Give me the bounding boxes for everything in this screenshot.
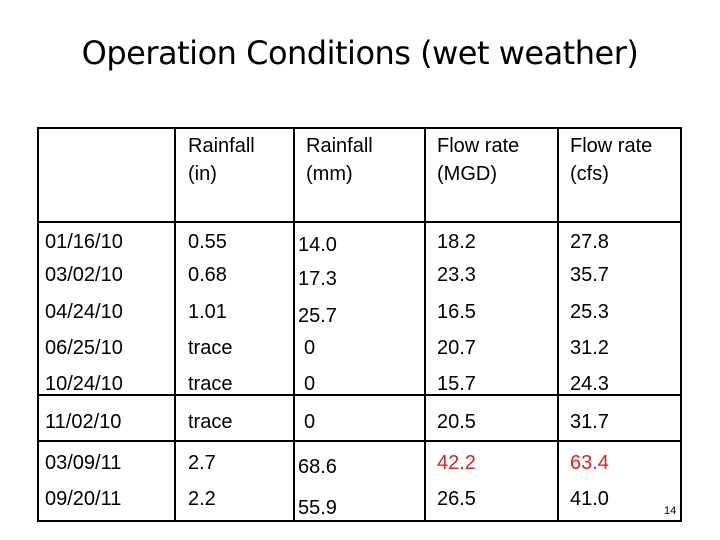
header-rainfall-in: Rainfall (in) xyxy=(188,135,255,185)
cell-flow-cfs: 41.0 xyxy=(570,488,609,510)
conditions-table: Rainfall (in) Rainfall (mm) Flow rate (M… xyxy=(37,127,682,522)
cell-rainfall-mm: 17.3 xyxy=(298,268,337,290)
cell-flow-cfs: 35.7 xyxy=(570,264,609,286)
cell-flow-mgd: 20.7 xyxy=(437,337,476,359)
cell-date: 10/24/10 xyxy=(45,373,123,395)
column-divider xyxy=(557,129,559,520)
cell-date: 11/02/10 xyxy=(45,411,122,433)
slide-title: Operation Conditions (wet weather) xyxy=(81,34,639,72)
cell-date: 06/25/10 xyxy=(45,337,123,359)
cell-flow-mgd: 18.2 xyxy=(437,231,476,253)
cell-flow-cfs-highlight: 63.4 xyxy=(570,452,609,474)
cell-rainfall-mm: 25.7 xyxy=(298,305,337,327)
page-number: 14 xyxy=(664,505,677,517)
cell-rainfall-mm: 0 xyxy=(304,411,316,433)
cell-date: 04/24/10 xyxy=(45,301,123,323)
cell-date: 03/09/11 xyxy=(45,452,122,474)
cell-flow-mgd: 23.3 xyxy=(437,264,476,286)
cell-flow-mgd-highlight: 42.2 xyxy=(437,452,476,474)
cell-rainfall-in: 2.7 xyxy=(188,452,216,474)
cell-rainfall-mm: 0 xyxy=(304,337,316,359)
cell-date: 09/20/11 xyxy=(45,488,122,510)
header-rainfall-mm: Rainfall (mm) xyxy=(306,135,373,185)
cell-date: 01/16/10 xyxy=(45,231,123,253)
cell-date: 03/02/10 xyxy=(45,264,123,286)
cell-rainfall-in: trace xyxy=(188,411,233,433)
cell-flow-mgd: 15.7 xyxy=(437,373,476,395)
cell-flow-cfs: 24.3 xyxy=(570,373,609,395)
cell-rainfall-in: 2.2 xyxy=(188,488,216,510)
column-divider xyxy=(424,129,426,520)
column-divider xyxy=(293,129,295,520)
cell-rainfall-mm: 0 xyxy=(304,373,316,395)
cell-flow-cfs: 31.7 xyxy=(570,411,609,433)
row-divider xyxy=(39,394,680,396)
column-divider xyxy=(174,129,176,520)
cell-flow-cfs: 25.3 xyxy=(570,301,609,323)
row-divider xyxy=(39,440,680,442)
cell-flow-mgd: 16.5 xyxy=(437,301,476,323)
cell-rainfall-mm: 68.6 xyxy=(298,456,337,478)
header-divider xyxy=(39,221,680,223)
cell-rainfall-in: trace xyxy=(188,337,233,359)
cell-rainfall-in: 1.01 xyxy=(188,301,227,323)
cell-rainfall-mm: 14.0 xyxy=(298,234,337,256)
cell-flow-mgd: 20.5 xyxy=(437,411,476,433)
cell-rainfall-in: trace xyxy=(188,373,233,395)
cell-flow-cfs: 31.2 xyxy=(570,337,609,359)
cell-flow-cfs: 27.8 xyxy=(570,231,609,253)
cell-rainfall-in: 0.68 xyxy=(188,264,227,286)
header-flow-mgd: Flow rate (MGD) xyxy=(437,135,520,185)
header-flow-cfs: Flow rate (cfs) xyxy=(570,135,653,185)
cell-flow-mgd: 26.5 xyxy=(437,488,476,510)
cell-rainfall-in: 0.55 xyxy=(188,231,227,253)
cell-rainfall-mm: 55.9 xyxy=(298,497,337,519)
